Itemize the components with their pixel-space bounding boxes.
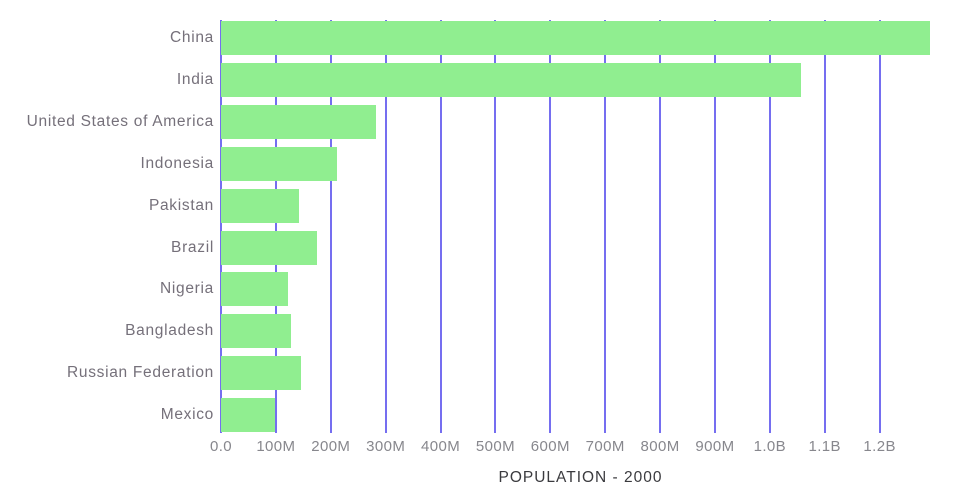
x-tick-label: 200M — [311, 438, 351, 455]
gridline-900M — [713, 20, 716, 433]
x-tick-label: 800M — [640, 438, 680, 455]
y-axis-label: United States of America — [26, 112, 214, 130]
gridline-100M — [274, 20, 277, 433]
bar-bangladesh[interactable] — [221, 314, 292, 349]
x-tick-label: 0.0 — [209, 438, 233, 455]
gridline-800M — [659, 20, 662, 433]
y-axis-label: Bangladesh — [125, 322, 214, 340]
x-tick-label: 1.1B — [808, 438, 841, 455]
gridline-600M — [549, 20, 552, 433]
bar-indonesia[interactable] — [221, 146, 338, 181]
bar-mexico[interactable] — [221, 398, 276, 433]
x-tick-label: 300M — [366, 438, 406, 455]
y-axis-label: China — [170, 29, 214, 46]
gridline-0.0 — [220, 20, 222, 433]
x-axis-title: POPULATION - 2000 — [498, 469, 663, 486]
x-tick-label: 1.2B — [863, 438, 896, 455]
y-axis-label: Nigeria — [159, 280, 214, 298]
x-tick-label: 600M — [530, 438, 570, 455]
gridline-1.1B — [823, 20, 826, 433]
bar-brazil[interactable] — [221, 230, 318, 265]
y-axis-label: India — [176, 70, 214, 88]
gridline-700M — [604, 20, 607, 433]
y-axis-label: Russian Federation — [66, 364, 214, 382]
x-tick-label: 400M — [420, 438, 461, 455]
bar-united-states-of-america[interactable] — [221, 104, 376, 139]
plot-area: 0.0 100M 200M 300M 400M 500M 600M 700M 800M 900M 1… — [27, 20, 940, 455]
gridline-1.2B — [878, 20, 881, 433]
x-tick-label: 900M — [695, 438, 735, 455]
bar-russian-federation[interactable] — [221, 356, 302, 391]
x-tick-label: 500M — [475, 438, 515, 455]
y-axis-label: Brazil — [171, 238, 214, 256]
y-axis-label: Pakistan — [148, 196, 214, 214]
y-axis-label: Mexico — [160, 406, 214, 424]
bar-nigeria[interactable] — [221, 272, 288, 307]
x-tick-label: 700M — [585, 438, 625, 455]
gridline-400M — [439, 20, 442, 433]
gridline-1.0B — [768, 20, 771, 433]
x-tick-label: 100M — [256, 438, 296, 455]
bar-india[interactable] — [221, 62, 802, 97]
y-axis-label: Indonesia — [140, 154, 214, 172]
x-tick-label: 1.0B — [753, 438, 787, 455]
gridline-300M — [384, 20, 387, 433]
gridline-500M — [494, 20, 497, 433]
bar-china[interactable] — [221, 21, 930, 55]
gridline-200M — [329, 20, 332, 433]
bar-pakistan[interactable] — [221, 188, 299, 223]
